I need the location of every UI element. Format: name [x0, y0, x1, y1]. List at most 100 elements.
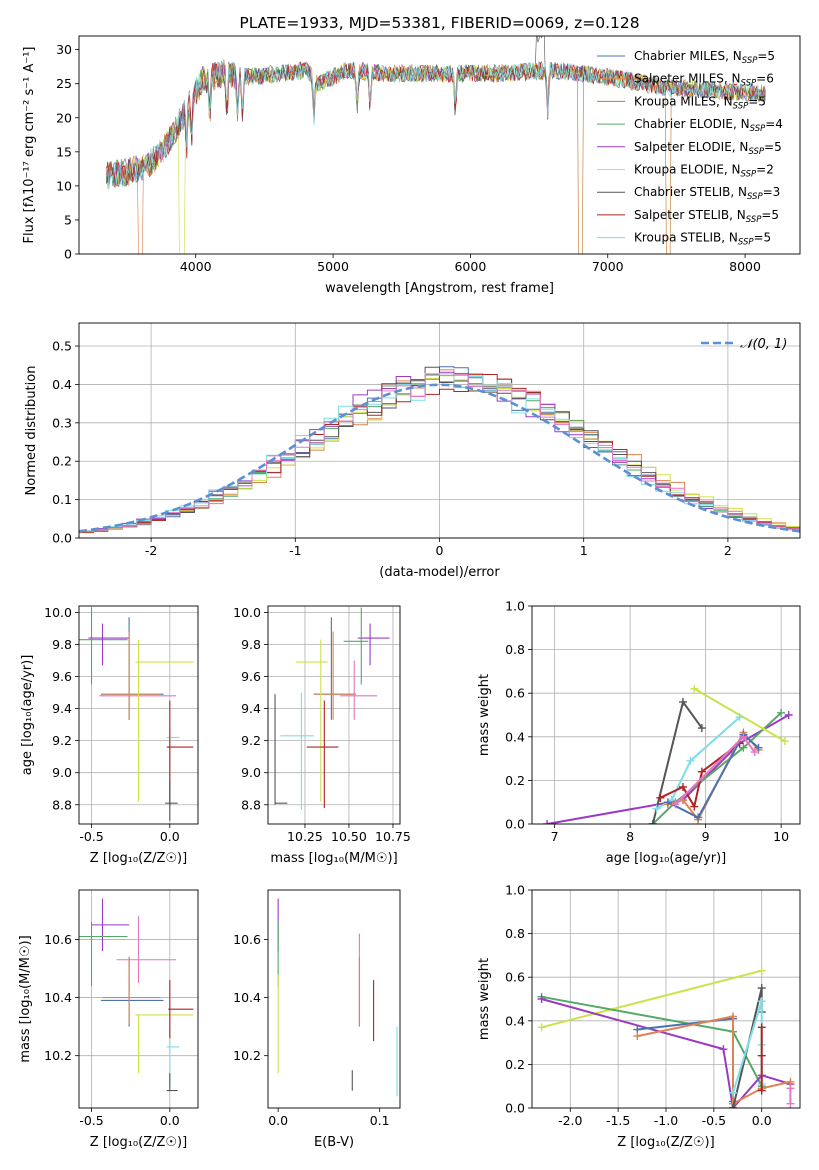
series-line — [541, 998, 791, 1108]
data-point-marker — [633, 1032, 642, 1041]
legend-label-value: =2 — [756, 163, 774, 177]
data-point-marker — [648, 820, 657, 824]
y-tick-label: 30 — [56, 42, 72, 57]
x-tick-label: 1 — [580, 543, 588, 558]
axes-frame — [78, 605, 199, 825]
x-tick-label: 0.1 — [370, 1113, 390, 1128]
legend-label-main: Chabrier MILES, N — [634, 49, 742, 63]
y-tick-label: 9.4 — [241, 701, 261, 716]
x-tick-label: 10.50 — [331, 829, 367, 844]
gaussian-curve — [79, 383, 800, 533]
legend-label: 𝒩(0, 1) — [740, 337, 787, 352]
legend-label: Kroupa MILES, NSSP=5 — [634, 94, 766, 111]
data-point-marker — [663, 798, 672, 807]
axes-frame — [267, 889, 401, 1109]
data-point-marker — [652, 804, 661, 813]
spectrum-panel: 4000 5000 6000 7000 8000 0 5 10 15 20 25 30 waveleng… — [22, 14, 801, 296]
age-vs-metallicity-panel: -0.5 0.0 8.8 9.0 9.2 9.4 9.6 9.8 10.0 Z [log₁₀(Z/… — [20, 605, 199, 866]
x-tick-label: 9 — [702, 829, 710, 844]
plot-area — [106, 36, 766, 254]
residual-histogram-panel: -2 -1 0 1 2 0.0 0.1 0.2 0.3 0.4 0.5 (data-model)/er… — [24, 322, 801, 580]
y-axis-label: Flux [fλ10⁻¹⁷ erg cm⁻² s⁻¹ A⁻¹] — [22, 47, 37, 244]
y-tick-label: 9.6 — [52, 669, 72, 684]
y-tick-label: 20 — [56, 110, 72, 125]
y-tick-label: 0.4 — [52, 377, 72, 392]
legend-label-value: =4 — [765, 117, 783, 131]
data-point-marker — [671, 800, 680, 809]
y-tick-label: 10.0 — [44, 605, 72, 620]
x-axis-label: E(B-V) — [314, 1135, 354, 1150]
legend-label: Kroupa STELIB, NSSP=5 — [634, 231, 771, 248]
legend-label-subscript: SSP — [738, 238, 754, 248]
legend-label-subscript: SSP — [742, 56, 758, 66]
data-point-marker — [757, 966, 766, 975]
data-point-marker — [757, 1023, 766, 1032]
axes-frame — [78, 35, 801, 255]
y-axis-label: mass weight — [477, 958, 492, 1040]
y-tick-label: 9.8 — [52, 637, 72, 652]
data-point-marker — [686, 756, 695, 765]
x-tick-label: 0.0 — [160, 829, 180, 844]
y-tick-label: 10.4 — [44, 990, 72, 1005]
legend-label: Salpeter ELODIE, NSSP=5 — [634, 140, 782, 157]
legend-label-value: =5 — [748, 94, 766, 108]
x-tick-label: -1 — [289, 543, 301, 558]
mass-vs-ebv-panel: 0.0 0.1 10.2 10.4 10.6 E(B-V) — [233, 889, 401, 1150]
x-tick-label: -1.5 — [606, 1113, 630, 1128]
legend-label-subscript: SSP — [733, 101, 749, 111]
legend-label-value: =5 — [761, 208, 779, 222]
data-point-marker — [694, 813, 703, 822]
data-point-marker — [690, 684, 699, 693]
y-tick-label: 10.6 — [44, 932, 72, 947]
x-axis-label: wavelength [Angstrom, rest frame] — [325, 281, 554, 296]
plot-area — [79, 898, 194, 1092]
legend-label: Kroupa ELODIE, NSSP=2 — [634, 163, 774, 180]
y-tick-label: 9.4 — [52, 701, 72, 716]
y-axis-label: mass [log₁₀(M/M☉)] — [18, 935, 33, 1062]
series-line — [652, 712, 782, 824]
y-tick-label: 5 — [64, 212, 72, 227]
legend-label-main: Kroupa MILES, N — [634, 94, 733, 108]
data-point-marker — [543, 820, 552, 824]
data-point-marker — [784, 711, 793, 719]
data-point-marker — [697, 767, 706, 776]
legend-label-value: =5 — [757, 49, 775, 63]
x-axis-label: Z [log₁₀(Z/Z☉)] — [90, 1135, 187, 1150]
legend-label-value: =5 — [764, 140, 782, 154]
plot-area — [79, 366, 800, 538]
data-point-marker — [750, 748, 759, 757]
y-tick-label: 10.4 — [233, 990, 261, 1005]
data-point-marker — [739, 743, 748, 752]
x-tick-label: 5000 — [317, 259, 349, 274]
legend-label-main: Chabrier ELODIE, N — [634, 117, 750, 131]
series-line — [667, 733, 760, 819]
data-point-marker — [754, 743, 763, 752]
y-tick-label: 0.1 — [52, 492, 72, 507]
axes-frame — [267, 605, 401, 825]
x-axis-label: mass [log₁₀(M/M☉)] — [270, 851, 397, 866]
x-axis-label: Z [log₁₀(Z/Z☉)] — [90, 851, 187, 866]
data-point-marker — [729, 1088, 737, 1097]
data-point-marker — [786, 1099, 795, 1108]
y-tick-label: 8.8 — [52, 797, 72, 812]
age-vs-mass-panel: 10.25 10.50 10.75 8.8 9.0 9.2 9.4 9.6 9.8 10.0 mas… — [233, 605, 411, 866]
x-tick-label: 7 — [551, 829, 559, 844]
mass-weight-vs-age-panel: 7 8 9 10 0.0 0.2 0.4 0.6 0.8 1.0 age [log₁₀(age/yr… — [477, 599, 801, 866]
plot-area — [543, 684, 793, 824]
x-axis-label: (data-model)/error — [379, 565, 500, 580]
legend-label-subscript: SSP — [741, 79, 757, 89]
legend-label-subscript: SSP — [750, 124, 766, 134]
data-point-marker — [757, 1051, 766, 1060]
y-tick-label: 9.0 — [241, 765, 261, 780]
x-tick-label: 7000 — [592, 259, 624, 274]
y-tick-label: 0.4 — [505, 729, 525, 744]
data-point-marker — [697, 724, 706, 733]
legend-label: Chabrier ELODIE, NSSP=4 — [634, 117, 783, 134]
y-axis-label: Normed distribution — [24, 366, 39, 496]
x-tick-label: 10.25 — [287, 829, 323, 844]
y-tick-label: 25 — [56, 76, 72, 91]
legend-label-value: =5 — [754, 231, 772, 245]
series-line — [541, 995, 763, 1087]
y-tick-label: 0.2 — [505, 773, 525, 788]
legend-label-subscript: SSP — [741, 170, 757, 180]
